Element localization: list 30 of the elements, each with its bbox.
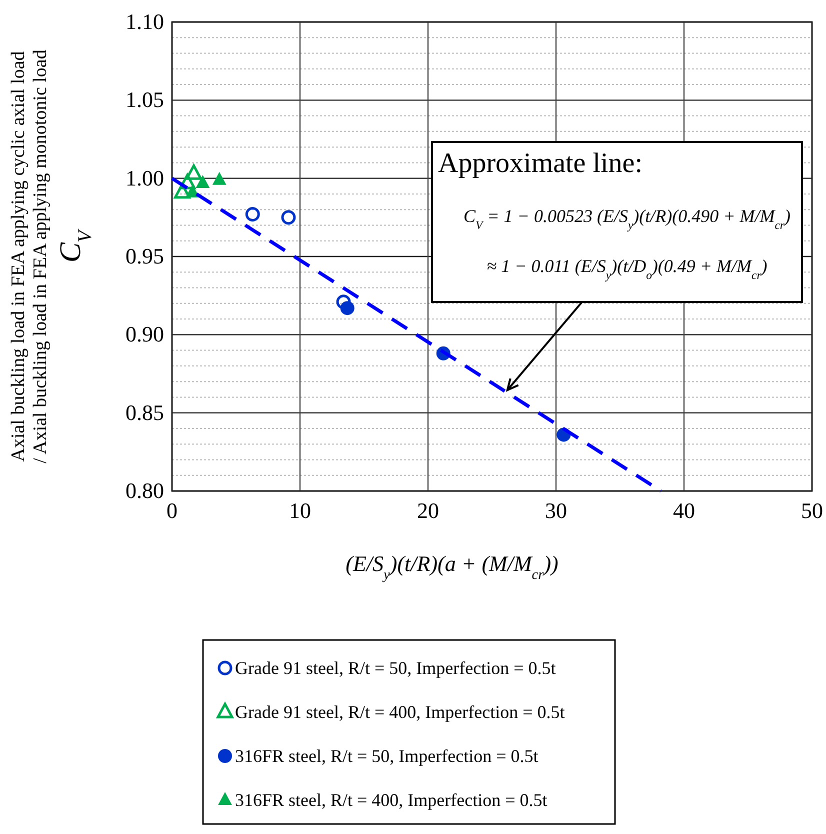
y-tick-label: 0.95 (126, 244, 164, 268)
x-tick-label: 20 (417, 498, 439, 523)
x-axis-title: (E/S$_{y}$)(t/R)(a + (M/M$_{cr}$)) (346, 551, 558, 583)
y-tick-label: 0.80 (126, 478, 164, 503)
x-tick-label: 0 (166, 498, 178, 523)
x-tick-label: 30 (545, 498, 567, 523)
x-tick-label: 10 (289, 498, 311, 523)
point (186, 164, 202, 180)
y-tick-label: 1.00 (126, 165, 164, 190)
annotation: Approximate line: (438, 148, 643, 179)
point (281, 210, 296, 225)
point (212, 172, 226, 185)
legend-label: 316FR steel, R/t = 400, Imperfection = 0.5t (235, 790, 548, 810)
y-axis-title: Axial buckling load in FEA applying cyclic axial load / Axial buckling load in FEA applying monotonic load (8, 49, 51, 464)
x-tick-label: 40 (673, 498, 695, 523)
annotation: ≈ 1 − 0.011 (E/S$_{y}$)(t/D$_{o}$)(0.49 + M/M$_{cr}$) (486, 256, 768, 282)
point (196, 175, 210, 188)
y-tick-label: 1.05 (126, 87, 164, 112)
y-tick-label: 0.85 (126, 400, 164, 425)
x-tick-label: 50 (801, 498, 823, 523)
y-tick-label: 1.10 (126, 9, 164, 34)
legend-label: Grade 91 steel, R/t = 400, Imperfection = 0.5t (235, 702, 565, 722)
point (340, 301, 354, 316)
point (336, 294, 351, 310)
annotation: C$_{V}$ = 1 − 0.00523 (E/S$_{y}$)(t/R)(0.490 + M/M$_{cr}$) (464, 206, 790, 232)
point (245, 207, 260, 222)
point (185, 184, 200, 198)
legend-label: 316FR steel, R/t = 50, Imperfection = 0.5t (235, 746, 538, 766)
y-tick-label: 0.90 (126, 322, 164, 347)
legend-label: Grade 91 steel, R/t = 50, Imperfection = 0.5t (235, 658, 556, 678)
